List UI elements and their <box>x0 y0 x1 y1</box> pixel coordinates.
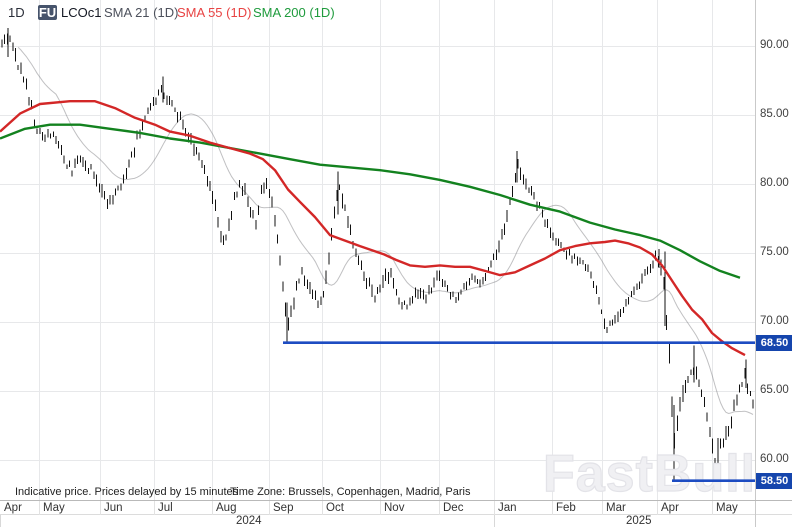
month-label-1-may: May <box>43 502 65 514</box>
month-tick <box>212 501 213 515</box>
axis-row-divider <box>0 514 792 515</box>
month-tick <box>154 501 155 515</box>
axis-corner-divider <box>755 501 756 527</box>
price-tick-85: 85.00 <box>760 108 789 120</box>
month-tick <box>269 501 270 515</box>
month-label-5-sep: Sep <box>273 502 294 514</box>
chart-legend: 1D FU LCOc1 SMA 21 (1D) SMA 55 (1D) SMA … <box>0 0 760 26</box>
year-divider <box>494 515 495 527</box>
year-label-2024: 2024 <box>236 515 262 527</box>
month-tick <box>494 501 495 515</box>
month-tick <box>100 501 101 515</box>
price-line-label-58.50: 58.50 <box>756 472 792 489</box>
symbol-type-badge: FU <box>38 5 57 20</box>
month-tick <box>439 501 440 515</box>
candlestick-bars <box>1 33 754 468</box>
month-tick <box>657 501 658 515</box>
price-tick-65: 65.00 <box>760 384 789 396</box>
month-label-7-nov: Nov <box>384 502 405 514</box>
price-tick-90: 90.00 <box>760 39 789 51</box>
month-label-3-jul: Jul <box>158 502 173 514</box>
month-label-11-mar: Mar <box>606 502 626 514</box>
month-label-12-apr: Apr <box>661 502 679 514</box>
month-label-10-feb: Feb <box>556 502 576 514</box>
price-axis[interactable]: 90.00 85.00 80.00 75.00 70.00 65.00 60.00 68.50… <box>755 0 792 500</box>
year-divider <box>0 515 1 527</box>
month-label-8-dec: Dec <box>443 502 464 514</box>
price-line-label-68.50: 68.50 <box>756 334 792 351</box>
month-tick <box>380 501 381 515</box>
price-tick-60: 60.00 <box>760 453 789 465</box>
year-label-2025: 2025 <box>626 515 652 527</box>
sma55-line <box>0 99 746 357</box>
month-label-13-may: May <box>716 502 738 514</box>
price-tick-75: 75.00 <box>760 246 789 258</box>
month-tick <box>552 501 553 515</box>
month-label-4-aug: Aug <box>216 502 237 514</box>
time-axis[interactable]: Apr May Jun Jul Aug Sep Oct Nov Dec Jan Feb Mar Apr M… <box>0 500 792 527</box>
legend-sma55[interactable]: SMA 55 (1D) <box>177 5 252 20</box>
month-label-2-jun: Jun <box>104 502 123 514</box>
fastbull-watermark: FastBull <box>543 445 756 503</box>
sma200-line <box>0 123 741 279</box>
price-tick-70: 70.00 <box>760 315 789 327</box>
price-tick-80: 80.00 <box>760 177 789 189</box>
legend-sma200[interactable]: SMA 200 (1D) <box>253 5 335 20</box>
timezone-note: Time Zone: Brussels, Copenhagen, Madrid,… <box>230 486 471 498</box>
month-tick <box>39 501 40 515</box>
month-tick <box>602 501 603 515</box>
timeframe-button[interactable]: 1D <box>8 5 25 20</box>
month-tick <box>712 501 713 515</box>
month-tick <box>322 501 323 515</box>
month-label-6-oct: Oct <box>326 502 344 514</box>
month-label-0-apr: Apr <box>4 502 22 514</box>
symbol-label[interactable]: LCOc1 <box>61 5 102 20</box>
month-label-9-jan: Jan <box>498 502 517 514</box>
legend-sma21[interactable]: SMA 21 (1D) <box>104 5 179 20</box>
delay-disclaimer: Indicative price. Prices delayed by 15 m… <box>15 486 239 498</box>
